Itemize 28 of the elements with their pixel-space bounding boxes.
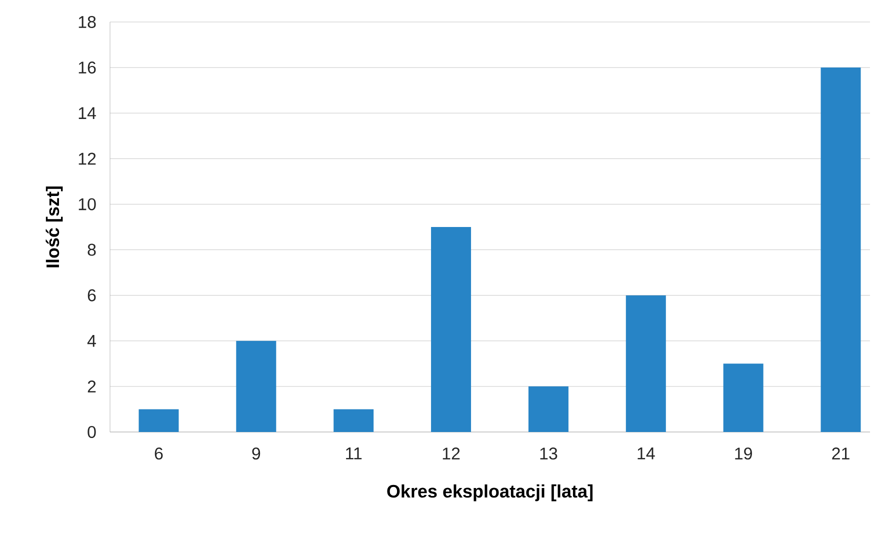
x-tick-label: 11	[346, 448, 362, 460]
y-tick-label: 4	[87, 335, 96, 347]
x-tick-label: 21	[832, 448, 850, 460]
x-tick-label: 6	[154, 448, 163, 460]
y-tick-label: 0	[88, 426, 96, 438]
y-tick-label: 2	[88, 380, 96, 392]
x-tick-label: 12	[442, 448, 460, 460]
y-tick-label: 16	[78, 62, 96, 74]
bar	[334, 409, 374, 432]
x-tick-label: 14	[638, 448, 655, 460]
bar	[820, 68, 861, 432]
y-tick-label: 6	[88, 289, 96, 302]
x-tick-label: 13	[540, 448, 558, 460]
y-tick-label: 12	[78, 152, 96, 165]
y-tick-label: 14	[78, 107, 96, 119]
bar	[528, 386, 568, 432]
y-tick-label: 10	[78, 198, 96, 210]
bar	[236, 340, 276, 432]
bar	[723, 364, 764, 432]
bar	[138, 409, 179, 432]
bar	[626, 295, 666, 432]
y-axis-title: Ilość [szt]	[46, 186, 63, 268]
y-tick-label: 8	[88, 244, 96, 256]
x-tick-label: 9	[252, 448, 260, 460]
x-tick-label: 19	[735, 448, 752, 460]
x-axis-title: Okres eksploatacji [lata]	[387, 484, 593, 502]
bar	[431, 226, 472, 432]
y-tick-label: 18	[78, 16, 96, 28]
